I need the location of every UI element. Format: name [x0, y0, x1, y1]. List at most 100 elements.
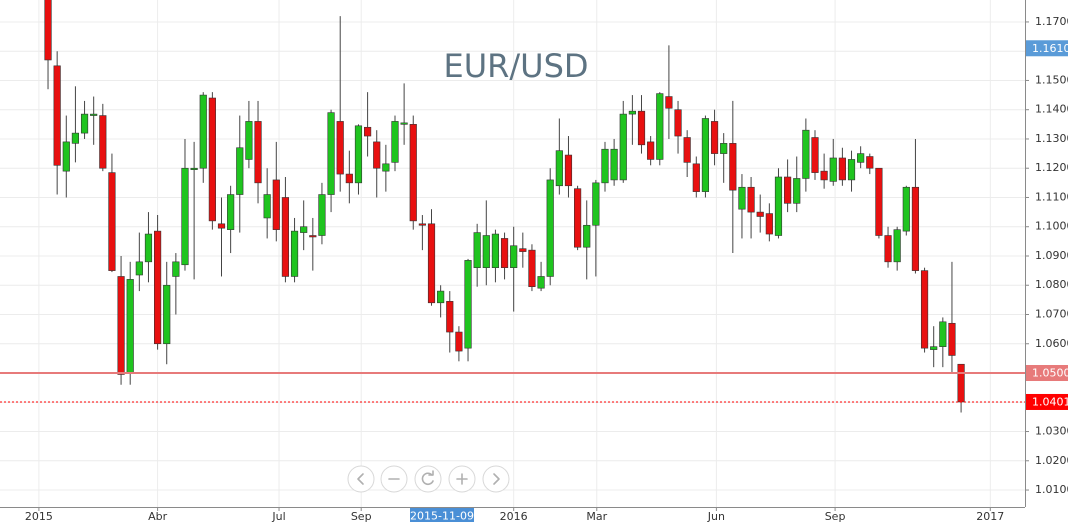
x-tick-label: Jul — [271, 510, 285, 522]
candle-body — [911, 186, 920, 271]
x-tick-label: Sep — [351, 510, 372, 522]
candle-body — [272, 179, 280, 230]
x-tick-label: 2017 — [976, 510, 1004, 522]
navigation-buttons — [347, 465, 510, 493]
zoom-out-button[interactable] — [380, 465, 408, 493]
candle-body — [464, 260, 472, 349]
candle-body — [400, 122, 408, 125]
candle-body — [71, 132, 80, 144]
y-tick-label: 1.0800 — [1035, 278, 1068, 291]
x-tick-label: Sep — [825, 510, 846, 522]
candle-body — [309, 235, 317, 238]
price-label: 1.0401 — [1032, 395, 1068, 408]
candle-body — [418, 223, 426, 226]
y-tick-label: 1.1200 — [1035, 161, 1068, 174]
candle-body — [930, 346, 938, 350]
candle-body — [117, 276, 125, 375]
candle-body — [884, 235, 892, 263]
price-label: 1.1610 — [1032, 42, 1068, 55]
candle-body — [208, 97, 216, 222]
candle-body — [245, 121, 253, 160]
candle-body — [172, 261, 180, 277]
candle-body — [217, 223, 226, 229]
candle-body — [564, 154, 573, 187]
y-tick-label: 1.0100 — [1035, 483, 1068, 496]
candle-body — [866, 156, 874, 169]
candle-body — [637, 110, 646, 146]
candle-body — [875, 167, 883, 236]
candle-body — [290, 230, 299, 277]
candle-body — [674, 109, 682, 137]
candle-body — [327, 112, 335, 195]
candle-body — [893, 229, 901, 263]
candle-body — [820, 170, 828, 181]
price-label-box — [1026, 393, 1068, 410]
chart-title: EUR/USD — [443, 47, 588, 85]
y-tick-label: 1.0700 — [1035, 307, 1068, 320]
crosshair-label-box — [410, 508, 475, 522]
axes: 1.17001.16001.15001.14001.13001.12001.11… — [25, 15, 1068, 522]
reset-button[interactable] — [414, 465, 442, 493]
candle-body — [601, 148, 609, 184]
candle-body — [720, 143, 728, 154]
candle-body — [446, 301, 454, 333]
y-tick-label: 1.0300 — [1035, 425, 1068, 438]
y-tick-label: 1.1000 — [1035, 220, 1068, 233]
candle-body — [108, 172, 116, 271]
candle-body — [774, 176, 783, 236]
scroll-right-button[interactable] — [482, 465, 510, 493]
x-tick-label: 2015 — [25, 510, 53, 522]
candle-body — [948, 322, 956, 356]
candle-body — [656, 93, 664, 160]
candle-body — [765, 213, 773, 235]
candle-body — [227, 194, 235, 230]
candle-body — [318, 194, 326, 236]
candle-body — [437, 290, 445, 304]
candle-body — [373, 141, 381, 169]
candle-body — [300, 226, 308, 233]
candle-body — [254, 121, 262, 184]
candle-body — [701, 118, 710, 192]
candle-body — [838, 157, 846, 181]
candle-body — [364, 126, 372, 137]
y-tick-label: 1.1500 — [1035, 73, 1068, 86]
x-tick-label: 2016 — [500, 510, 528, 522]
candle-body — [546, 179, 554, 277]
candle-body — [53, 65, 61, 166]
candle-body — [144, 233, 153, 263]
candle-body — [729, 143, 737, 191]
zoom-in-button[interactable] — [448, 465, 476, 493]
candle-body — [902, 186, 910, 232]
candles — [44, 0, 965, 413]
candle-body — [500, 238, 509, 268]
candle-body — [920, 270, 929, 349]
candle-body — [747, 186, 755, 213]
candle-body — [811, 137, 819, 173]
candle-body — [181, 167, 189, 266]
candle-body — [628, 110, 636, 115]
y-tick-label: 1.1700 — [1035, 15, 1068, 28]
candle-body — [957, 363, 965, 403]
candle-body — [154, 230, 162, 345]
candle-body — [44, 0, 52, 61]
x-tick-label: Jun — [707, 510, 725, 522]
candle-body — [519, 248, 527, 252]
y-tick-label: 1.0900 — [1035, 249, 1068, 262]
crosshair-label: 2015-11-09 — [410, 510, 474, 522]
price-label-box — [1026, 40, 1068, 57]
scroll-left-button[interactable] — [347, 465, 375, 493]
candle-body — [847, 159, 856, 181]
candle-body — [263, 194, 271, 219]
candle-body — [802, 129, 810, 179]
candle-body — [710, 121, 719, 154]
candle-body — [738, 186, 746, 210]
candle-body — [281, 197, 290, 277]
price-lines — [0, 372, 1025, 403]
candle-body — [592, 182, 600, 226]
candle-body — [163, 284, 171, 345]
candle-body — [473, 232, 481, 268]
candle-body — [62, 141, 70, 172]
candle-body — [793, 178, 801, 204]
candle-body — [190, 167, 198, 170]
candle-body — [610, 148, 618, 181]
